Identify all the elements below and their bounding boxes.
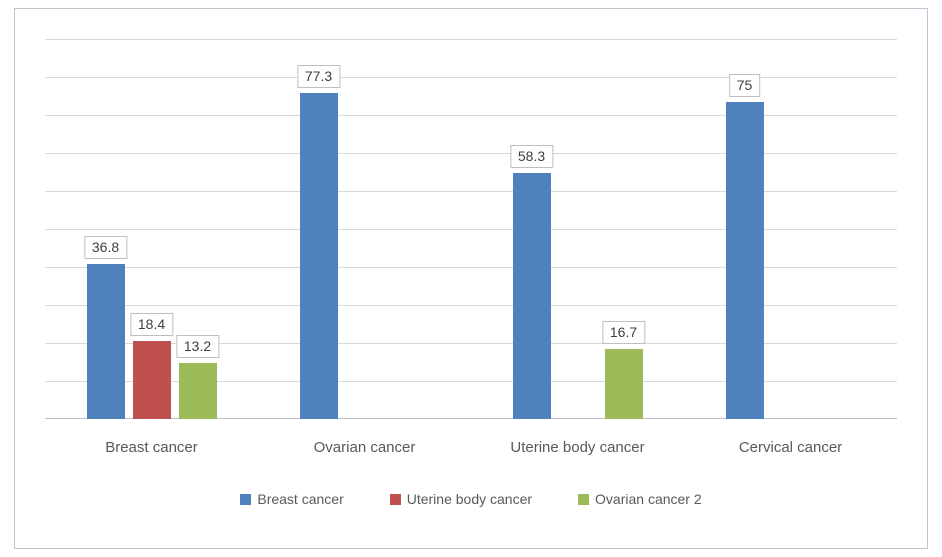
category-label-ovarian-cancer: Ovarian cancer: [313, 439, 416, 456]
bar-slot: 36.8: [83, 39, 128, 419]
bar-groups: 36.8 18.4 13.2 77.3 58.3 16.7 75: [45, 39, 897, 419]
bar-group-uterine-body-cancer: 58.3 16.7: [471, 39, 684, 419]
gridline: [45, 229, 897, 230]
bar-group-cervical-cancer: 75: [684, 39, 897, 419]
legend-item-uterine-body-cancer: Uterine body cancer: [389, 491, 533, 507]
bar-slot: [818, 39, 856, 419]
gridline: [45, 191, 897, 192]
bar-breast-cancer-ovarian-cancer: [299, 92, 338, 419]
x-axis-line: [45, 418, 897, 419]
bar-value-label: 36.8: [83, 235, 128, 259]
chart-frame: 36.8 18.4 13.2 77.3 58.3 16.7 75 Breast cancer…: [14, 8, 928, 549]
legend-item-breast-cancer: Breast cancer: [240, 491, 344, 507]
bar-ovarian-cancer-2-breast-cancer: [178, 363, 217, 419]
bar-breast-cancer-cervical-cancer: [725, 102, 764, 419]
bar-group-ovarian-cancer: 77.3: [258, 39, 471, 419]
legend-marker-icon: [389, 493, 401, 505]
gridline: [45, 115, 897, 116]
bar-slot: 13.2: [175, 39, 220, 419]
gridline: [45, 39, 897, 40]
x-axis-labels: Breast cancer Ovarian cancer Uterine body …: [45, 439, 897, 456]
category-label-cervical-cancer: Cervical cancer: [738, 439, 843, 456]
bar-group-breast-cancer: 36.8 18.4 13.2: [45, 39, 258, 419]
plot-area: 36.8 18.4 13.2 77.3 58.3 16.7 75: [45, 39, 897, 419]
bar-value-label: 75: [728, 74, 761, 98]
legend-item-ovarian-cancer-2: Ovarian cancer 2: [578, 491, 702, 507]
bar-slot: 77.3: [296, 39, 341, 419]
bar-slot: 18.4: [129, 39, 174, 419]
gridline: [45, 153, 897, 154]
category-label-breast-cancer: Breast cancer: [105, 439, 198, 456]
bar-uterine-body-cancer-breast-cancer: [132, 341, 171, 419]
category-label-uterine-body-cancer: Uterine body cancer: [510, 439, 645, 456]
gridline: [45, 267, 897, 268]
bar-slot: [772, 39, 810, 419]
legend-label: Breast cancer: [257, 491, 344, 507]
bar-slot: [392, 39, 430, 419]
bar-slot: [346, 39, 384, 419]
bar-slot: 16.7: [601, 39, 646, 419]
gridline: [45, 381, 897, 382]
bar-value-label: 58.3: [509, 144, 554, 168]
bar-slot: 58.3: [509, 39, 554, 419]
legend-marker-icon: [578, 493, 590, 505]
bar-breast-cancer-breast-cancer: [86, 263, 125, 419]
bar-value-label: 16.7: [601, 320, 646, 344]
legend-marker-icon: [240, 493, 252, 505]
gridline: [45, 305, 897, 306]
bar-slot: 75: [725, 39, 764, 419]
bar-slot: [559, 39, 597, 419]
gridline: [45, 343, 897, 344]
bar-value-label: 13.2: [175, 335, 220, 359]
bar-ovarian-cancer-2-uterine-body-cancer: [604, 348, 643, 419]
bar-value-label: 77.3: [296, 64, 341, 88]
legend: Breast cancer Uterine body cancer Ovarian …: [15, 491, 927, 507]
legend-label: Ovarian cancer 2: [595, 491, 702, 507]
bar-value-label: 18.4: [129, 313, 174, 337]
bar-breast-cancer-uterine-body-cancer: [512, 172, 551, 419]
gridline: [45, 77, 897, 78]
legend-label: Uterine body cancer: [406, 491, 533, 507]
